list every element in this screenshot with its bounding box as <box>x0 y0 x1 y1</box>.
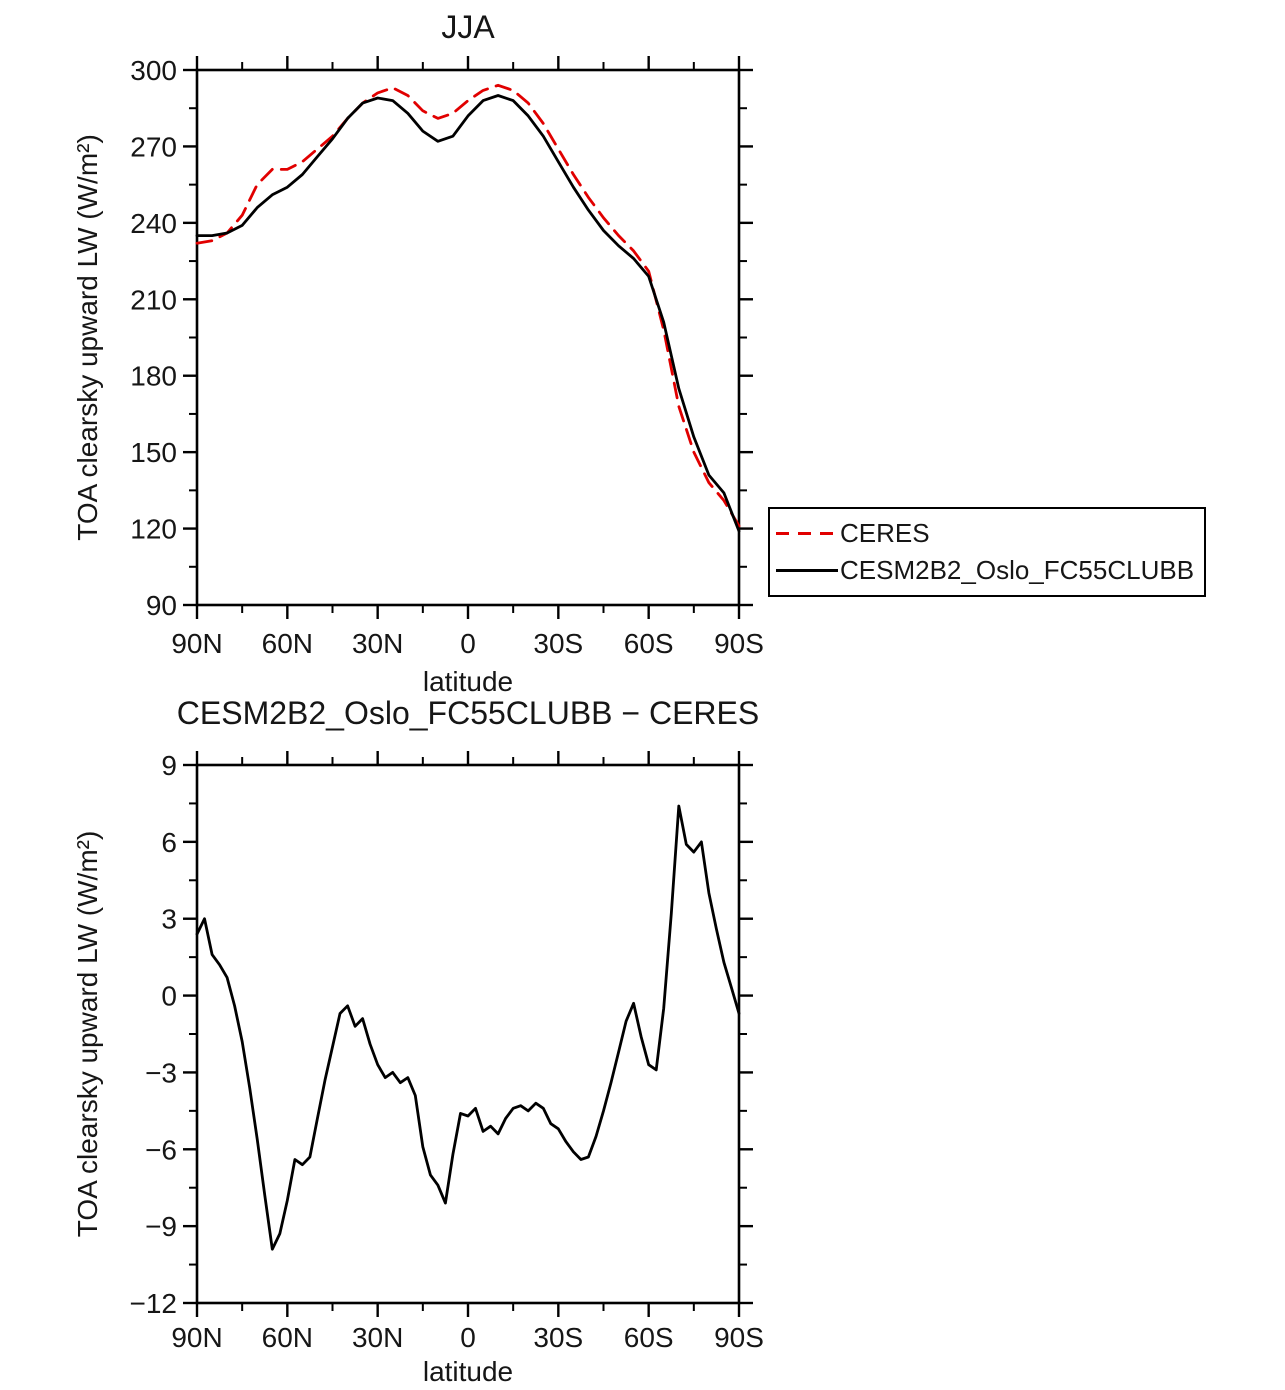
difference-chart: 90N 60N 30N 0 30S 60S 90S −12 −9 −6 −3 0 3 6 9CESM2B2_… <box>72 695 764 1387</box>
y-tick-label: 150 <box>130 437 177 468</box>
series-line-cesm2b2-oslo-fc55clubb <box>195 94 741 533</box>
plot-frame <box>195 68 741 607</box>
y-axis-title: TOA clearsky upward LW (W/m²) <box>72 831 103 1238</box>
y-tick-label: −6 <box>145 1134 177 1165</box>
x-tick-label: 90S <box>714 628 764 659</box>
legend: CERES CESM2B2_Oslo_FC55CLUBB <box>768 507 1206 597</box>
series-line-cesm2b2-oslo-fc55clubb-minus-ceres <box>195 804 741 1251</box>
chart-title: CESM2B2_Oslo_FC55CLUBB − CERES <box>177 695 759 731</box>
y-tick-label: 270 <box>130 131 177 162</box>
legend-item-ceres: CERES <box>776 518 1204 549</box>
x-tick-label: 30N <box>352 628 403 659</box>
y-tick-label: 180 <box>130 361 177 392</box>
y-tick-label: 9 <box>161 750 177 781</box>
y-axis-title: TOA clearsky upward LW (W/m²) <box>72 134 103 541</box>
x-tick-label: 30S <box>533 1322 583 1353</box>
x-tick-label: 60S <box>624 628 674 659</box>
x-tick-label: 0 <box>460 628 476 659</box>
model-solid-line-sample <box>776 568 838 572</box>
x-tick-label: 90N <box>171 628 222 659</box>
x-tick-label: 60N <box>262 628 313 659</box>
x-tick-label: 90S <box>714 1322 764 1353</box>
plot-frame <box>195 763 741 1305</box>
y-tick-label: 6 <box>161 827 177 858</box>
y-tick-label: 0 <box>161 981 177 1012</box>
legend-label-ceres: CERES <box>840 518 930 549</box>
chart-title: JJA <box>441 9 495 45</box>
y-tick-label: 90 <box>146 590 177 621</box>
legend-label-model: CESM2B2_Oslo_FC55CLUBB <box>840 554 1195 585</box>
series-line-ceres <box>195 83 741 528</box>
x-axis-title: latitude <box>423 1356 513 1387</box>
x-tick-label: 60N <box>262 1322 313 1353</box>
y-tick-label: 210 <box>130 284 177 315</box>
x-tick-label: 30N <box>352 1322 403 1353</box>
legend-item-model: CESM2B2_Oslo_FC55CLUBB <box>776 555 1204 586</box>
y-tick-label: 300 <box>130 55 177 86</box>
y-tick-label: −12 <box>130 1288 178 1319</box>
y-tick-label: 240 <box>130 208 177 239</box>
ceres-dashed-line-sample <box>776 532 838 536</box>
x-tick-label: 60S <box>624 1322 674 1353</box>
y-tick-label: −3 <box>145 1057 177 1088</box>
x-tick-label: 0 <box>460 1322 476 1353</box>
jja-chart: 90N 60N 30N 0 30S 60S 90S 90 120 150 180 210 240 270 3… <box>72 9 764 697</box>
y-tick-label: 3 <box>161 904 177 935</box>
x-tick-label: 90N <box>171 1322 222 1353</box>
y-tick-label: 120 <box>130 514 177 545</box>
x-tick-label: 30S <box>533 628 583 659</box>
y-tick-label: −9 <box>145 1211 177 1242</box>
x-axis-title: latitude <box>423 666 513 697</box>
